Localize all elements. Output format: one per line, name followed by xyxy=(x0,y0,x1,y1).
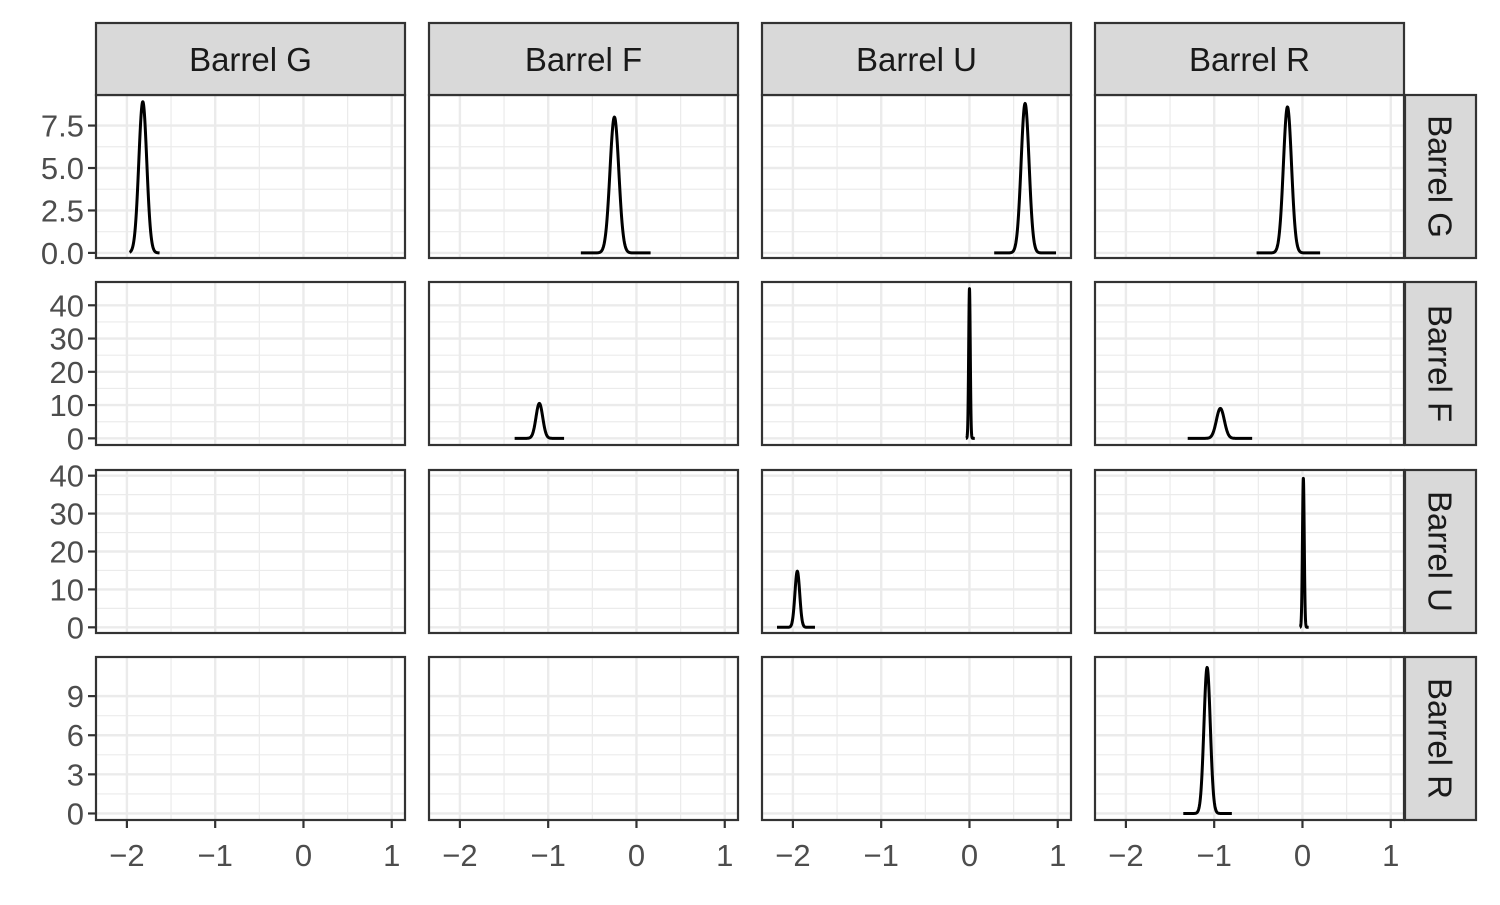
panel-r1-c2 xyxy=(762,282,1071,445)
y-tick-label: 0.0 xyxy=(41,236,84,271)
panel-r2-c2 xyxy=(762,470,1071,633)
panel-r1-c1 xyxy=(429,282,738,445)
panel-border xyxy=(94,655,407,822)
y-tick-label: 5.0 xyxy=(41,151,84,186)
x-tick-label: −2 xyxy=(775,838,810,873)
y-tick-label: 6 xyxy=(67,718,84,753)
panel-r0-c1 xyxy=(429,95,738,258)
column-strip xyxy=(94,21,407,97)
row-strip-label: Barrel R xyxy=(1422,678,1459,799)
panel-border xyxy=(760,468,1073,635)
panel-r0-c0 xyxy=(96,95,405,258)
x-tick-label: −1 xyxy=(864,838,899,873)
x-tick-label: −1 xyxy=(198,838,233,873)
panel-r3-c0 xyxy=(96,657,405,820)
x-tick-label: 0 xyxy=(628,838,645,873)
density-curve-7 xyxy=(1186,406,1254,440)
panel-border xyxy=(427,468,740,635)
row-strip-label: Barrel G xyxy=(1422,115,1459,238)
x-tick-label: 1 xyxy=(1049,838,1066,873)
x-tick-label: −1 xyxy=(1197,838,1232,873)
panel-background xyxy=(429,282,738,445)
column-strip xyxy=(427,21,740,97)
density-curve-10 xyxy=(1182,665,1234,815)
panel-border xyxy=(427,280,740,447)
x-tick-label: 0 xyxy=(295,838,312,873)
column-strip-label: Barrel F xyxy=(525,41,642,78)
y-tick-label: 40 xyxy=(50,288,84,323)
row-strip-label: Barrel U xyxy=(1422,491,1459,612)
column-strip-label: Barrel R xyxy=(1189,41,1310,78)
row-strip xyxy=(1403,280,1478,447)
row-strip xyxy=(1403,93,1478,260)
panel-background xyxy=(96,95,405,258)
panel-background xyxy=(429,95,738,258)
y-tick-label: 9 xyxy=(67,679,84,714)
density-curve-6 xyxy=(964,287,977,440)
panel-border xyxy=(427,655,740,822)
panel-background xyxy=(1095,282,1404,445)
y-tick-label: 30 xyxy=(50,322,84,357)
y-tick-label: 3 xyxy=(67,757,84,792)
column-strip xyxy=(1093,21,1406,97)
panel-border xyxy=(94,280,407,447)
y-tick-label: 40 xyxy=(50,459,84,494)
row-strip-label: Barrel F xyxy=(1422,305,1459,422)
panel-r1-c0 xyxy=(96,282,405,445)
panel-background xyxy=(96,282,405,445)
column-strip-label: Barrel G xyxy=(189,41,312,78)
density-curve-5 xyxy=(513,401,566,440)
y-tick-label: 7.5 xyxy=(41,109,84,144)
x-tick-label: −2 xyxy=(442,838,477,873)
panel-border xyxy=(760,655,1073,822)
panel-background xyxy=(96,657,405,820)
panel-background xyxy=(429,657,738,820)
panel-r2-c0 xyxy=(96,470,405,633)
y-tick-label: 2.5 xyxy=(41,193,84,228)
panel-r0-c3 xyxy=(1095,95,1404,258)
panel-r1-c3 xyxy=(1095,282,1404,445)
density-curve-1 xyxy=(128,100,161,255)
x-tick-label: 0 xyxy=(961,838,978,873)
x-tick-label: −2 xyxy=(1108,838,1143,873)
x-tick-label: 1 xyxy=(383,838,400,873)
panel-background xyxy=(1095,95,1404,258)
row-strip xyxy=(1403,468,1478,635)
x-tick-label: 0 xyxy=(1294,838,1311,873)
panel-r3-c1 xyxy=(429,657,738,820)
density-curve-4 xyxy=(1255,105,1322,255)
panel-background xyxy=(1095,657,1404,820)
y-tick-label: 10 xyxy=(50,572,84,607)
row-strip xyxy=(1403,655,1478,822)
y-tick-label: 30 xyxy=(50,497,84,532)
x-tick-label: −2 xyxy=(109,838,144,873)
panel-r3-c3 xyxy=(1095,657,1404,820)
y-tick-label: 10 xyxy=(50,388,84,423)
panel-border xyxy=(760,280,1073,447)
panel-r2-c3 xyxy=(1095,470,1404,633)
y-tick-label: 0 xyxy=(67,421,84,456)
panel-background xyxy=(762,282,1071,445)
y-tick-label: 0 xyxy=(67,796,84,831)
density-curve-2 xyxy=(579,115,652,255)
density-curve-9 xyxy=(1298,476,1311,629)
x-tick-label: −1 xyxy=(531,838,566,873)
x-tick-label: 1 xyxy=(716,838,733,873)
panel-background xyxy=(762,657,1071,820)
panel-r2-c1 xyxy=(429,470,738,633)
y-tick-label: 0 xyxy=(67,610,84,645)
column-strip xyxy=(760,21,1073,97)
density-curve-8 xyxy=(775,569,817,629)
y-tick-label: 20 xyxy=(50,535,84,570)
column-strip-label: Barrel U xyxy=(856,41,977,78)
density-curve-3 xyxy=(993,101,1058,255)
x-tick-label: 1 xyxy=(1382,838,1399,873)
panel-r3-c2 xyxy=(762,657,1071,820)
y-tick-label: 20 xyxy=(50,355,84,390)
